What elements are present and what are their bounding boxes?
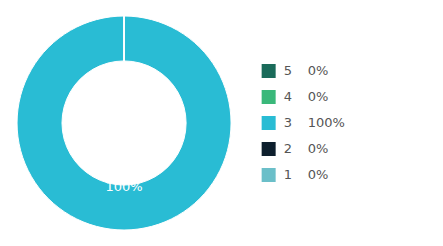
legend-label: 5 — [284, 63, 292, 78]
legend-label: 3 — [284, 115, 292, 130]
slice — [124, 16, 125, 61]
slice — [124, 16, 125, 61]
legend-item: 5 0% — [262, 63, 329, 79]
pie: 100% — [17, 16, 231, 230]
legend-label: 2 — [284, 141, 292, 156]
legend-item: 1 0% — [262, 167, 329, 183]
legend: 5 0% 4 0% 3 100% 2 0% 1 0% — [262, 63, 345, 183]
chart: 100% 5 0% 4 0% 3 100% 2 0% 1 0% — [0, 0, 443, 246]
legend-item: 3 100% — [262, 115, 345, 131]
legend-value: 0% — [308, 63, 329, 78]
legend-swatch — [262, 168, 276, 182]
legend-item: 4 0% — [262, 89, 329, 105]
legend-value: 0% — [308, 141, 329, 156]
legend-swatch — [262, 116, 276, 130]
legend-value: 0% — [308, 167, 329, 182]
annotation: 100% — [105, 179, 142, 194]
legend-item: 2 0% — [262, 141, 329, 157]
legend-value: 0% — [308, 89, 329, 104]
legend-label: 1 — [284, 167, 292, 182]
legend-swatch — [262, 64, 276, 78]
slice — [124, 16, 125, 61]
legend-swatch — [262, 90, 276, 104]
legend-label: 4 — [284, 89, 292, 104]
slice — [17, 16, 231, 230]
slice — [124, 16, 125, 61]
legend-value: 100% — [308, 115, 345, 130]
legend-swatch — [262, 142, 276, 156]
